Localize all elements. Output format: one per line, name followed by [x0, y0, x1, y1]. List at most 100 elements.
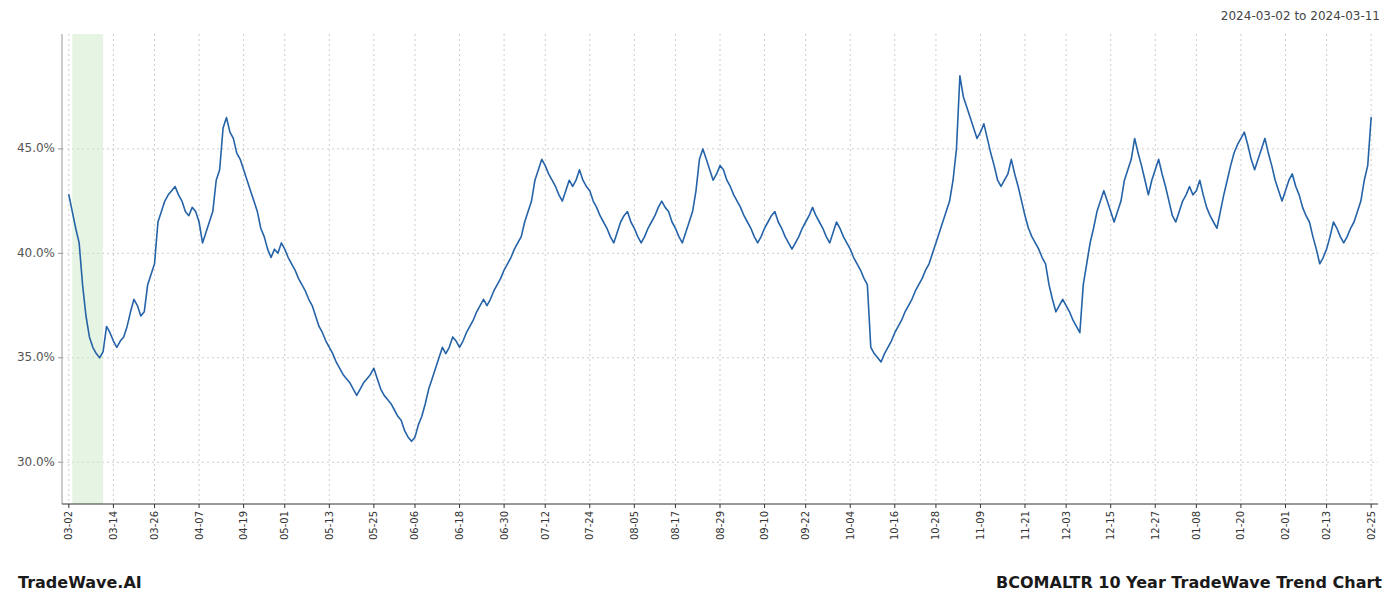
x-grid-line — [243, 34, 244, 504]
x-tick-label: 12-15 — [1105, 511, 1116, 540]
x-tick — [1066, 504, 1067, 508]
x-grid-line — [850, 34, 851, 504]
x-grid-line — [634, 34, 635, 504]
x-tick — [414, 504, 415, 508]
trend-line — [69, 76, 1371, 442]
x-tick-label: 11-09 — [975, 511, 986, 540]
y-grid-line — [62, 462, 1378, 463]
x-tick-label: 05-01 — [279, 511, 290, 540]
x-grid-line — [805, 34, 806, 504]
x-grid-line — [1326, 34, 1327, 504]
x-tick-label: 05-13 — [324, 511, 335, 540]
x-grid-line — [1155, 34, 1156, 504]
x-tick — [1025, 504, 1026, 508]
x-tick — [850, 504, 851, 508]
x-tick-label: 08-05 — [629, 511, 640, 540]
x-tick — [634, 504, 635, 508]
x-grid-line — [894, 34, 895, 504]
x-tick-label: 12-03 — [1061, 511, 1072, 540]
y-tick-label: 30.0% — [17, 455, 55, 469]
x-grid-line — [329, 34, 330, 504]
x-grid-line — [284, 34, 285, 504]
x-tick-label: 06-06 — [409, 511, 420, 540]
x-tick — [243, 504, 244, 508]
subtitle: 2024-03-02 to 2024-03-11 — [1221, 9, 1380, 23]
y-tick-label: 45.0% — [17, 141, 55, 155]
x-tick-label: 10-28 — [930, 511, 941, 540]
y-tick — [58, 357, 62, 358]
x-tick-label: 09-22 — [800, 511, 811, 540]
x-tick-label: 03-02 — [63, 511, 74, 540]
x-tick-label: 09-10 — [759, 511, 770, 540]
x-tick — [1155, 504, 1156, 508]
x-grid-line — [1110, 34, 1111, 504]
x-grid-line — [1196, 34, 1197, 504]
x-tick-label: 07-12 — [540, 511, 551, 540]
x-grid-line — [68, 34, 69, 504]
x-tick — [1196, 504, 1197, 508]
x-tick — [284, 504, 285, 508]
x-tick-label: 02-01 — [1280, 511, 1291, 540]
chart-container: 30.0%35.0%40.0%45.0%03-0203-1403-2604-07… — [0, 0, 1400, 600]
x-tick — [504, 504, 505, 508]
x-grid-line — [545, 34, 546, 504]
x-tick — [154, 504, 155, 508]
x-grid-line — [199, 34, 200, 504]
x-tick-label: 04-19 — [238, 511, 249, 540]
y-tick — [58, 462, 62, 463]
x-grid-line — [589, 34, 590, 504]
x-tick-label: 02-13 — [1321, 511, 1332, 540]
title: BCOMALTR 10 Year TradeWave Trend Chart — [996, 573, 1382, 592]
x-grid-line — [373, 34, 374, 504]
x-grid-line — [980, 34, 981, 504]
x-tick — [1240, 504, 1241, 508]
y-tick — [58, 148, 62, 149]
annotation: TradeWave.AI — [18, 573, 142, 592]
x-tick-label: 08-17 — [670, 511, 681, 540]
x-tick-label: 06-18 — [454, 511, 465, 540]
x-grid-line — [675, 34, 676, 504]
chart: 30.0%35.0%40.0%45.0%03-0203-1403-2604-07… — [0, 0, 1400, 600]
x-tick-label: 10-04 — [845, 511, 856, 540]
x-tick — [805, 504, 806, 508]
x-tick — [589, 504, 590, 508]
x-tick — [199, 504, 200, 508]
x-tick-label: 04-07 — [194, 511, 205, 540]
x-tick-label: 08-29 — [715, 511, 726, 540]
x-tick-label: 10-16 — [889, 511, 900, 540]
x-tick — [935, 504, 936, 508]
x-grid-line — [1066, 34, 1067, 504]
x-grid-line — [935, 34, 936, 504]
x-grid-line — [1285, 34, 1286, 504]
x-tick — [720, 504, 721, 508]
grid — [62, 34, 1378, 504]
x-grid-line — [113, 34, 114, 504]
x-tick — [980, 504, 981, 508]
x-tick — [1371, 504, 1372, 508]
background — [0, 0, 1400, 600]
x-tick-label: 02-25 — [1366, 511, 1377, 540]
x-tick — [675, 504, 676, 508]
x-tick — [373, 504, 374, 508]
x-tick — [459, 504, 460, 508]
x-tick — [894, 504, 895, 508]
x-tick — [1110, 504, 1111, 508]
y-grid-line — [62, 253, 1378, 254]
x-tick-label: 03-26 — [149, 511, 160, 540]
x-tick — [68, 504, 69, 508]
y-tick — [58, 253, 62, 254]
x-grid-line — [720, 34, 721, 504]
y-axis-line — [62, 34, 63, 504]
y-tick-label: 40.0% — [17, 246, 55, 260]
x-tick — [329, 504, 330, 508]
x-grid-line — [1240, 34, 1241, 504]
x-grid-line — [459, 34, 460, 504]
x-tick-label: 01-20 — [1235, 511, 1246, 540]
x-tick — [545, 504, 546, 508]
plot-area — [69, 34, 1371, 504]
x-tick — [764, 504, 765, 508]
x-tick-label: 03-14 — [108, 511, 119, 540]
x-tick-label: 06-30 — [499, 511, 510, 540]
x-tick-label: 12-27 — [1150, 511, 1161, 540]
x-grid-line — [1371, 34, 1372, 504]
